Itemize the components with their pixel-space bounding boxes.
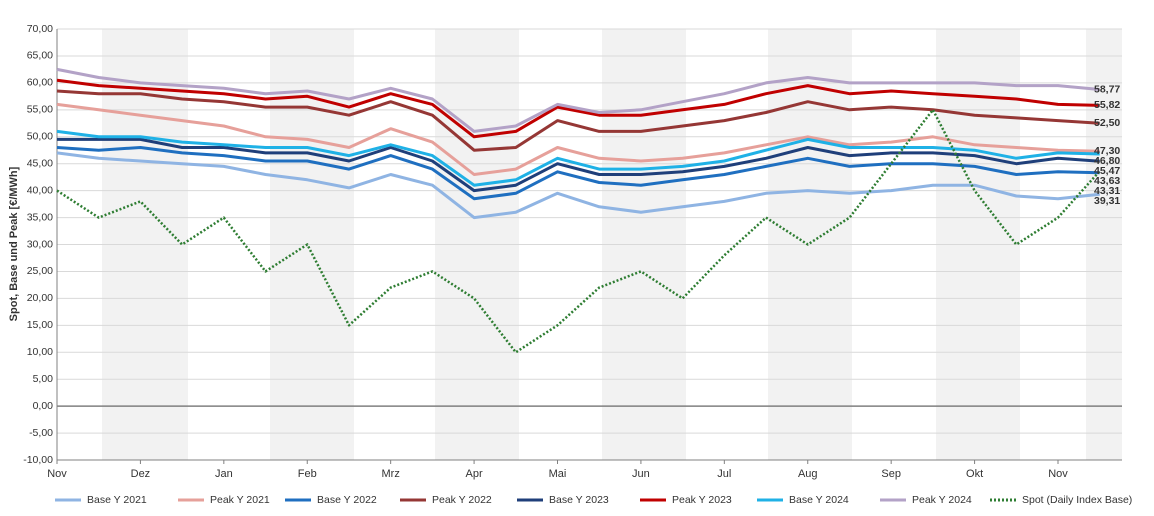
- y-tick-label: 25,00: [27, 265, 53, 277]
- y-tick-label: 35,00: [27, 211, 53, 223]
- y-tick-label: 70,00: [27, 23, 53, 35]
- series-line: [56, 146, 1100, 201]
- x-tick-label: Jun: [632, 468, 650, 480]
- x-tick-label: Nov: [47, 468, 67, 480]
- legend-label: Peak Y 2021: [210, 494, 270, 506]
- end-label: 45,47: [1094, 165, 1120, 177]
- y-tick-label: 15,00: [27, 319, 53, 331]
- end-label: 43,31: [1094, 185, 1120, 197]
- y-tick-label: 60,00: [27, 77, 53, 89]
- legend-label: Peak Y 2024: [912, 494, 972, 506]
- y-tick-label: 55,00: [27, 104, 53, 116]
- x-tick-label: Feb: [298, 468, 317, 480]
- legend-label: Base Y 2024: [789, 494, 849, 506]
- x-tick-label: Jan: [215, 468, 233, 480]
- series-line: [57, 137, 1100, 193]
- y-tick-label: 65,00: [27, 50, 53, 62]
- x-tick-label: Sep: [881, 468, 901, 480]
- y-axis-label: Spot, Base und Peak [€/MWh]: [8, 166, 20, 321]
- series-line: [56, 129, 1100, 187]
- end-label: 58,77: [1094, 83, 1120, 95]
- y-tick-label: 50,00: [27, 131, 53, 143]
- x-tick-label: Nov: [1048, 468, 1068, 480]
- y-tick-label: 45,00: [27, 157, 53, 169]
- series-line: [56, 67, 1100, 133]
- x-tick-label: Jul: [717, 468, 731, 480]
- x-tick-label: Dez: [131, 468, 151, 480]
- x-tick-label: Okt: [966, 468, 983, 480]
- y-tick-label: -10,00: [23, 454, 53, 466]
- end-label: 47,30: [1094, 145, 1120, 157]
- y-tick-label: 0,00: [33, 400, 54, 412]
- end-label: 39,31: [1094, 195, 1120, 207]
- series-line: [56, 102, 1100, 176]
- end-label: 43,63: [1094, 175, 1120, 187]
- legend-label: Base Y 2023: [549, 494, 609, 506]
- end-label: 46,80: [1094, 155, 1120, 167]
- legend-label: Base Y 2021: [87, 494, 147, 506]
- end-label: 52,50: [1094, 117, 1120, 129]
- y-tick-label: 40,00: [27, 184, 53, 196]
- y-tick-label: -5,00: [29, 427, 53, 439]
- legend-label: Peak Y 2023: [672, 494, 732, 506]
- series-line: [56, 89, 1100, 152]
- y-tick-label: 5,00: [33, 373, 54, 385]
- x-tick-label: Mrz: [382, 468, 400, 480]
- series-line: [56, 108, 1101, 354]
- legend-label: Spot (Daily Index Base): [1022, 494, 1132, 506]
- x-tick-label: Apr: [466, 468, 483, 480]
- y-tick-label: 30,00: [27, 238, 53, 250]
- end-label: 55,82: [1094, 99, 1120, 111]
- legend-label: Peak Y 2022: [432, 494, 492, 506]
- series-line: [56, 151, 1100, 220]
- x-tick-label: Aug: [798, 468, 818, 480]
- y-tick-label: 10,00: [27, 346, 53, 358]
- y-tick-label: 20,00: [27, 292, 53, 304]
- series-line: [56, 78, 1100, 139]
- legend-label: Base Y 2022: [317, 494, 377, 506]
- x-tick-label: Mai: [549, 468, 567, 480]
